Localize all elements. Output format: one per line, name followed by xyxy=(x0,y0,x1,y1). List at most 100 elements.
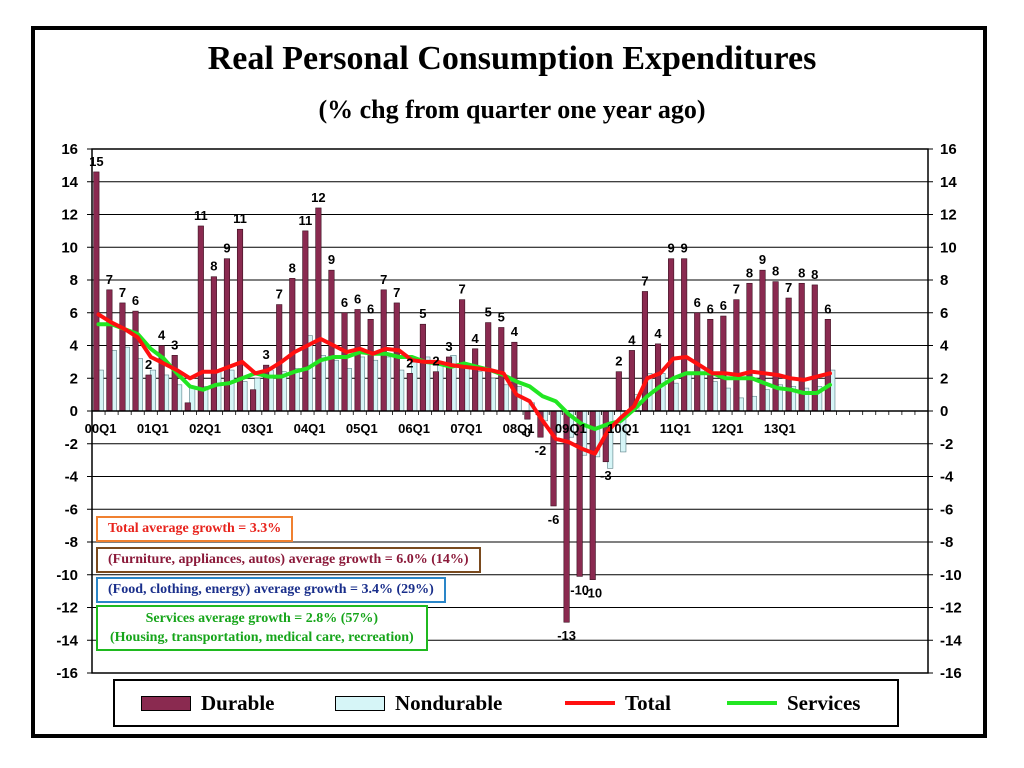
y-tick-label-right: 16 xyxy=(940,141,957,158)
y-tick-label-right: -8 xyxy=(940,534,953,551)
line-services xyxy=(96,322,832,431)
bar-durable xyxy=(184,402,191,412)
x-category-label: 02Q1 xyxy=(189,421,221,436)
durable-data-label: 7 xyxy=(733,282,740,297)
note-services-line1: Services average growth = 2.8% (57%) xyxy=(145,611,379,626)
durable-data-label: 6 xyxy=(132,293,139,308)
x-category-label: 11Q1 xyxy=(660,421,691,436)
durable-data-label: 9 xyxy=(223,241,230,256)
durable-data-label: 2 xyxy=(145,357,152,372)
legend-label-nondurable: Nondurable xyxy=(395,690,503,715)
legend-swatch-durable xyxy=(141,695,191,711)
bar-durable xyxy=(511,341,518,412)
durable-data-label: -2 xyxy=(535,443,547,458)
bar-durable xyxy=(668,258,675,412)
bar-durable xyxy=(354,309,361,412)
y-tick-label-left: -2 xyxy=(65,436,78,453)
durable-data-label: 5 xyxy=(485,305,492,320)
bar-durable xyxy=(498,327,505,412)
bar-durable xyxy=(223,258,231,412)
x-category-label: 09Q1 xyxy=(555,421,587,436)
x-category-label: 07Q1 xyxy=(450,421,482,436)
bar-durable xyxy=(746,282,753,412)
legend-label-durable: Durable xyxy=(201,690,275,715)
durable-data-label: 6 xyxy=(694,295,701,310)
legend-item-nondurable: Nondurable xyxy=(335,691,502,715)
durable-data-label: 11 xyxy=(233,211,247,226)
y-tick-label-right: -10 xyxy=(940,567,962,584)
note-services-line2: (Housing, transportation, medical care, … xyxy=(110,630,414,645)
bar-durable xyxy=(276,304,283,412)
bar-durable xyxy=(419,323,426,412)
bar-durable xyxy=(681,258,688,412)
durable-data-label: 3 xyxy=(263,347,270,362)
bar-durable xyxy=(171,355,178,412)
durable-data-label: 7 xyxy=(641,273,648,288)
y-tick-label-right: 8 xyxy=(940,272,948,289)
durable-data-label: 0 xyxy=(524,425,531,440)
x-category-label: 10Q1 xyxy=(607,421,639,436)
bar-durable xyxy=(432,371,440,412)
durable-data-label: 11 xyxy=(298,213,312,228)
durable-data-label: 15 xyxy=(89,154,103,169)
y-tick-label-right: -2 xyxy=(940,436,953,453)
durable-data-label: -10 xyxy=(583,586,602,601)
x-category-label: 06Q1 xyxy=(398,421,430,436)
legend-label-total: Total xyxy=(625,690,671,715)
durable-data-label: 2 xyxy=(432,354,439,369)
y-tick-label-left: -4 xyxy=(65,469,79,486)
bar-durable xyxy=(302,230,309,412)
bar-durable xyxy=(589,410,596,580)
legend-swatch-services xyxy=(727,701,777,705)
durable-data-label: 9 xyxy=(681,241,688,256)
durable-data-label: -3 xyxy=(600,468,612,483)
chart-title: Real Personal Consumption Expenditures xyxy=(207,40,817,77)
bar-durable xyxy=(289,278,296,412)
line-total xyxy=(96,312,832,456)
y-tick-label-left: -8 xyxy=(65,534,78,551)
durable-data-label: 2 xyxy=(406,355,413,370)
note-durable-average: (Furniture, appliances, autos) average g… xyxy=(96,547,481,573)
bar-durable xyxy=(119,302,126,412)
y-tick-label-right: 12 xyxy=(940,207,957,224)
durable-data-label: 8 xyxy=(210,259,217,274)
durable-data-label: 4 xyxy=(158,328,166,343)
durable-data-label: 12 xyxy=(311,190,325,205)
bar-durable xyxy=(341,312,348,412)
bar-durable xyxy=(615,371,622,412)
durable-data-label: 6 xyxy=(367,301,374,316)
legend-swatch-total xyxy=(565,701,615,705)
y-tick-label-left: 2 xyxy=(70,370,78,387)
bar-durable xyxy=(759,269,766,412)
x-category-label: 08Q1 xyxy=(503,421,535,436)
bar-durable xyxy=(328,269,335,412)
durable-data-label: -13 xyxy=(557,628,576,643)
durable-data-label: 7 xyxy=(106,272,113,287)
y-tick-label-right: -12 xyxy=(940,600,962,617)
y-tick-label-right: 0 xyxy=(940,403,948,420)
y-tick-label-left: -14 xyxy=(56,632,78,649)
bar-durable xyxy=(524,410,531,420)
bar-durable xyxy=(824,318,831,412)
bar-durable xyxy=(733,299,740,412)
y-tick-label-right: 6 xyxy=(940,305,948,322)
durable-data-label: 4 xyxy=(628,332,636,347)
durable-data-label: 7 xyxy=(785,280,792,295)
y-tick-label-right: -4 xyxy=(940,469,954,486)
durable-data-label: 9 xyxy=(759,252,766,267)
legend-item-durable: Durable xyxy=(141,691,275,715)
bar-durable xyxy=(472,348,479,412)
durable-data-label: 8 xyxy=(746,265,753,280)
bar-durable xyxy=(210,276,217,412)
chart-legend: Durable Nondurable Total Services xyxy=(113,679,899,727)
durable-data-label: 4 xyxy=(654,326,662,341)
durable-data-label: 5 xyxy=(419,306,426,321)
chart-subtitle: (% chg from quarter one year ago) xyxy=(318,95,706,124)
x-category-label: 04Q1 xyxy=(294,421,326,436)
y-tick-label-left: -10 xyxy=(56,567,78,584)
durable-data-label: 8 xyxy=(811,267,818,282)
bar-durable xyxy=(250,389,257,412)
y-tick-label-left: 6 xyxy=(70,305,78,322)
durable-data-label: 8 xyxy=(772,264,779,279)
